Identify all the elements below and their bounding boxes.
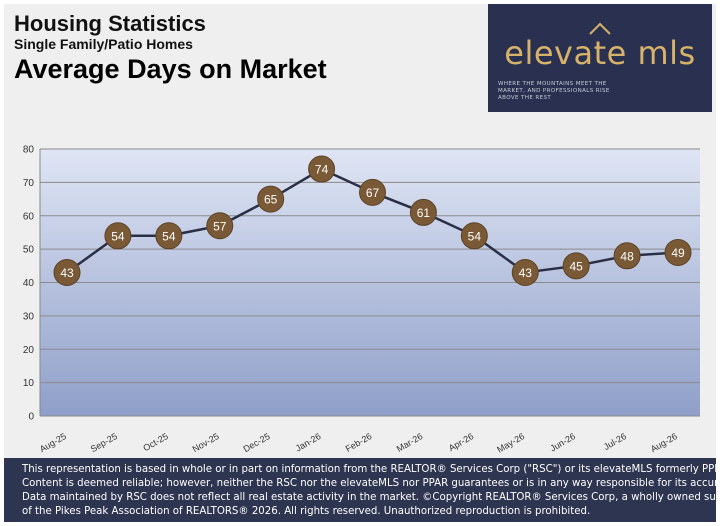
disclaimer-line: Data maintained by RSC does not reflect …: [22, 492, 720, 503]
data-point: [206, 212, 234, 240]
data-point: [104, 222, 132, 250]
data-point: [359, 178, 386, 206]
x-tick-label: Aug-26: [649, 431, 679, 454]
data-label: 54: [162, 229, 176, 243]
x-tick-label: Feb-26: [344, 431, 374, 454]
data-label: 67: [366, 186, 380, 200]
data-label: 49: [671, 246, 685, 260]
metric-title: Average Days on Market: [14, 54, 327, 84]
x-tick-label: May-26: [495, 431, 526, 455]
data-point: [511, 258, 539, 286]
y-tick-label: 0: [28, 412, 34, 423]
elevate-mls-logo: elevate mls WHERE THE MOUNTAINS MEET THE…: [488, 4, 712, 112]
data-label: 43: [60, 266, 74, 280]
x-tick-label: Jul-26: [602, 431, 628, 452]
disclaimer-line: Content is deemed reliable; however, nei…: [22, 478, 720, 489]
x-tick-label: Mar-26: [395, 431, 425, 454]
data-label: 54: [111, 229, 125, 243]
x-tick-label: Nov-25: [191, 431, 221, 454]
data-markers: 43 54 54 57 65 74 67 61 54 43 45 48 49: [53, 155, 692, 286]
data-point: [53, 258, 81, 286]
y-tick-label: 10: [23, 378, 35, 389]
x-tick-label: Oct-25: [141, 431, 169, 453]
data-point: [664, 238, 692, 266]
mountain-peak-icon: [589, 22, 611, 35]
x-tick-label: Jan-26: [294, 431, 323, 453]
page-subtitle: Single Family/Patio Homes: [14, 36, 193, 52]
y-tick-label: 50: [23, 245, 35, 256]
data-point: [155, 222, 183, 250]
data-point: [613, 242, 641, 270]
data-point: [257, 185, 285, 213]
logo-tagline: WHERE THE MOUNTAINS MEET THE MARKET, AND…: [498, 81, 610, 101]
data-point: [409, 198, 437, 226]
data-label: 43: [519, 266, 533, 280]
x-tick-label: Dec-25: [242, 431, 272, 454]
y-tick-label: 20: [23, 345, 35, 356]
disclaimer-line: This representation is based in whole or…: [22, 464, 720, 475]
data-label: 74: [315, 163, 329, 177]
data-label: 54: [468, 229, 482, 243]
y-tick-label: 70: [23, 178, 35, 189]
x-tick-label: Aug-25: [38, 431, 68, 454]
data-label: 45: [569, 259, 583, 273]
x-tick-label: Sep-25: [89, 431, 119, 454]
y-tick-label: 30: [23, 311, 35, 322]
disclaimer-line: of the Pikes Peak Association of REALTOR…: [22, 506, 591, 517]
y-tick-label: 80: [23, 145, 35, 156]
header: Housing Statistics Single Family/Patio H…: [14, 12, 327, 85]
data-label: 57: [213, 219, 227, 233]
data-point: [308, 155, 336, 183]
y-axis: 0 10 20 30 40 50 60 70 80: [23, 145, 41, 423]
x-axis: Aug-25 Sep-25 Oct-25 Nov-25 Dec-25 Jan-26 Feb-…: [38, 431, 679, 455]
x-tick-label: Jun-26: [548, 431, 577, 453]
data-label: 65: [264, 193, 278, 207]
logo-wordmark: elevate mls: [504, 34, 696, 72]
data-label: 61: [417, 206, 431, 220]
data-label: 48: [620, 249, 634, 263]
data-point: [562, 252, 590, 280]
disclaimer-footer: This representation is based in whole or…: [4, 458, 720, 522]
days-on-market-chart: 0 10 20 30 40 50 60 70 80 Aug-25 Sep-25 Oct-25 Nov-…: [23, 145, 700, 455]
data-point: [460, 222, 488, 250]
page-title: Housing Statistics: [14, 11, 206, 36]
y-tick-label: 60: [23, 211, 35, 222]
gridlines: [40, 148, 700, 417]
y-tick-label: 40: [23, 278, 35, 289]
x-tick-label: Apr-26: [447, 431, 475, 453]
